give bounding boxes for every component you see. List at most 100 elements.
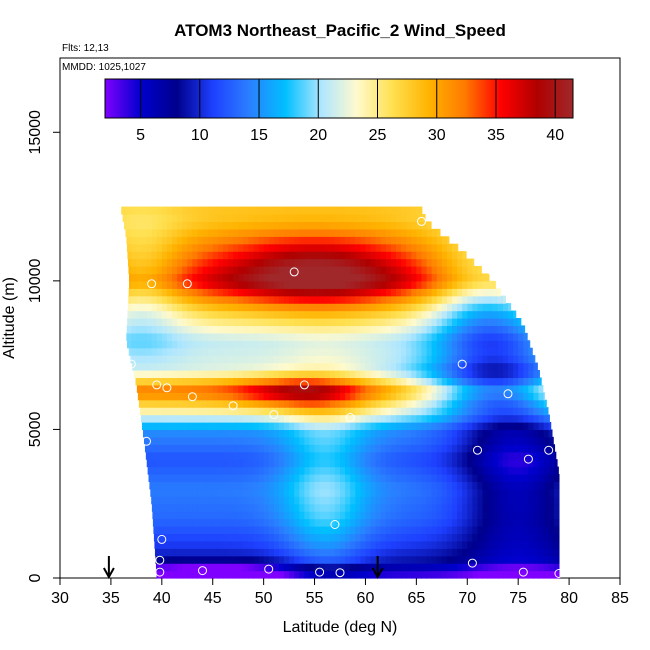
- heatmap-cell: [345, 563, 351, 572]
- heatmap-cell: [314, 481, 321, 490]
- heatmap-cell: [202, 288, 209, 297]
- heatmap-cell: [390, 214, 397, 223]
- heatmap-cell: [258, 570, 265, 579]
- heatmap-cell: [446, 451, 453, 460]
- heatmap-cell: [146, 236, 153, 245]
- heatmap-cell: [380, 332, 387, 341]
- heatmap-cell: [263, 228, 270, 237]
- heatmap-cell: [253, 355, 260, 364]
- heatmap-cell: [172, 481, 178, 490]
- heatmap-cell: [151, 392, 158, 401]
- heatmap-cell: [396, 563, 402, 572]
- heatmap-cell: [497, 570, 504, 579]
- heatmap-cell: [340, 540, 346, 549]
- heatmap-cell: [314, 563, 321, 572]
- heatmap-cell: [375, 251, 382, 260]
- heatmap-cell: [128, 347, 132, 356]
- heatmap-cell: [390, 273, 397, 282]
- heatmap-cell: [360, 206, 367, 215]
- heatmap-cell: [334, 496, 341, 505]
- heatmap-cell: [401, 511, 407, 520]
- heatmap-cell: [187, 540, 193, 549]
- heatmap-cell: [457, 392, 463, 401]
- heatmap-cell: [416, 288, 423, 297]
- heatmap-cell: [258, 318, 265, 327]
- heatmap-cell: [467, 459, 473, 468]
- heatmap-cell: [345, 548, 351, 557]
- heatmap-cell: [446, 414, 453, 423]
- heatmap-cell: [370, 280, 377, 289]
- heatmap-cell: [502, 548, 509, 557]
- heatmap-cell: [314, 540, 321, 549]
- heatmap-cell: [396, 488, 402, 497]
- heatmap-cell: [187, 392, 193, 401]
- heatmap-cell: [202, 295, 209, 304]
- heatmap-cell: [294, 496, 300, 505]
- heatmap-cell: [309, 280, 316, 289]
- heatmap-cell: [278, 384, 285, 393]
- heatmap-cell: [263, 496, 270, 505]
- heatmap-cell: [385, 258, 392, 267]
- heatmap-cell: [477, 496, 484, 505]
- heatmap-cell: [217, 303, 224, 312]
- heatmap-cell: [538, 377, 542, 386]
- heatmap-cell: [258, 280, 265, 289]
- heatmap-cell: [161, 451, 168, 460]
- heatmap-cell: [482, 325, 489, 334]
- heatmap-cell: [319, 526, 326, 535]
- heatmap-cell: [508, 370, 514, 379]
- heatmap-cell: [334, 340, 341, 349]
- heatmap-cell: [228, 280, 234, 289]
- heatmap-cell: [421, 303, 428, 312]
- heatmap-cell: [151, 451, 158, 460]
- colorbar-tick-label: 40: [546, 127, 564, 144]
- heatmap-cell: [319, 303, 326, 312]
- heatmap-cell: [258, 303, 265, 312]
- heatmap-cell: [141, 273, 148, 282]
- heatmap-cell: [299, 548, 305, 557]
- heatmap-cell: [166, 266, 173, 275]
- heatmap-cell: [396, 570, 402, 579]
- heatmap-cell: [319, 429, 326, 438]
- heatmap-cell: [452, 518, 458, 527]
- heatmap-cell: [309, 377, 316, 386]
- heatmap-cell: [212, 325, 219, 334]
- heatmap-cell: [243, 444, 249, 453]
- heatmap-cell: [187, 273, 193, 282]
- heatmap-cell: [396, 236, 402, 245]
- heatmap-cell: [127, 318, 132, 327]
- heatmap-cell: [136, 318, 143, 327]
- heatmap-cell: [228, 288, 234, 297]
- heatmap-cell: [375, 533, 382, 542]
- heatmap-cell: [217, 392, 224, 401]
- heatmap-cell: [289, 377, 295, 386]
- heatmap-cell: [375, 474, 382, 483]
- heatmap-cell: [385, 414, 392, 423]
- heatmap-cell: [161, 384, 168, 393]
- heatmap-cell: [380, 355, 387, 364]
- heatmap-cell: [538, 384, 544, 393]
- heatmap-cell: [289, 355, 295, 364]
- heatmap-cell: [233, 228, 239, 237]
- heatmap-cell: [360, 258, 367, 267]
- heatmap-cell: [497, 466, 504, 475]
- heatmap-cell: [457, 466, 463, 475]
- heatmap-cell: [441, 459, 448, 468]
- heatmap-cell: [212, 251, 219, 260]
- heatmap-cell: [238, 347, 244, 356]
- heatmap-cell: [329, 548, 336, 557]
- heatmap-cell: [187, 474, 193, 483]
- heatmap-cell: [222, 228, 229, 237]
- heatmap-cell: [502, 325, 509, 334]
- heatmap-cell: [258, 221, 265, 230]
- heatmap-cell: [365, 362, 372, 371]
- heatmap-cell: [380, 258, 387, 267]
- heatmap-cell: [314, 332, 321, 341]
- heatmap-cell: [309, 266, 316, 275]
- heatmap-cell: [355, 518, 361, 527]
- heatmap-cell: [278, 555, 285, 564]
- heatmap-cell: [523, 488, 529, 497]
- heatmap-cell: [136, 347, 143, 356]
- heatmap-cell: [482, 481, 489, 490]
